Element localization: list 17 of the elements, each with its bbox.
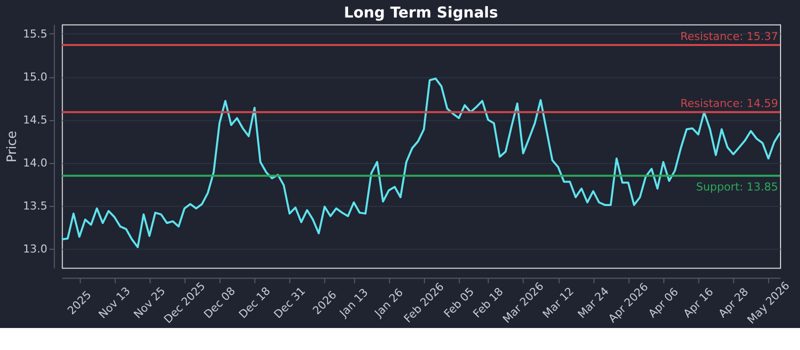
y-tick-label: 14.5 (22, 113, 48, 126)
x-tick-label: Dec 18 (236, 284, 273, 322)
y-tick-label: 15.0 (22, 70, 48, 84)
y-tick-label: 15.5 (22, 27, 48, 40)
x-tick-label: Apr 16 (680, 285, 716, 320)
x-tick-label: Jan 13 (336, 286, 371, 320)
x-tick-label: Nov 13 (96, 284, 133, 322)
y-tick-label: 13.5 (22, 199, 48, 212)
ref-line-label: Resistance: 15.37 (680, 30, 778, 44)
ref-line-label: Support: 13.85 (696, 180, 778, 194)
chart-title: Long Term Signals (344, 3, 498, 22)
ref-line-label: Resistance: 14.59 (680, 97, 778, 110)
y-tick-label: 13.0 (22, 242, 48, 256)
x-tick-label: Dec 31 (271, 284, 308, 322)
y-axis-title: Price (4, 130, 20, 162)
line-series (60, 78, 782, 248)
y-tick-label: 14.0 (22, 156, 48, 170)
